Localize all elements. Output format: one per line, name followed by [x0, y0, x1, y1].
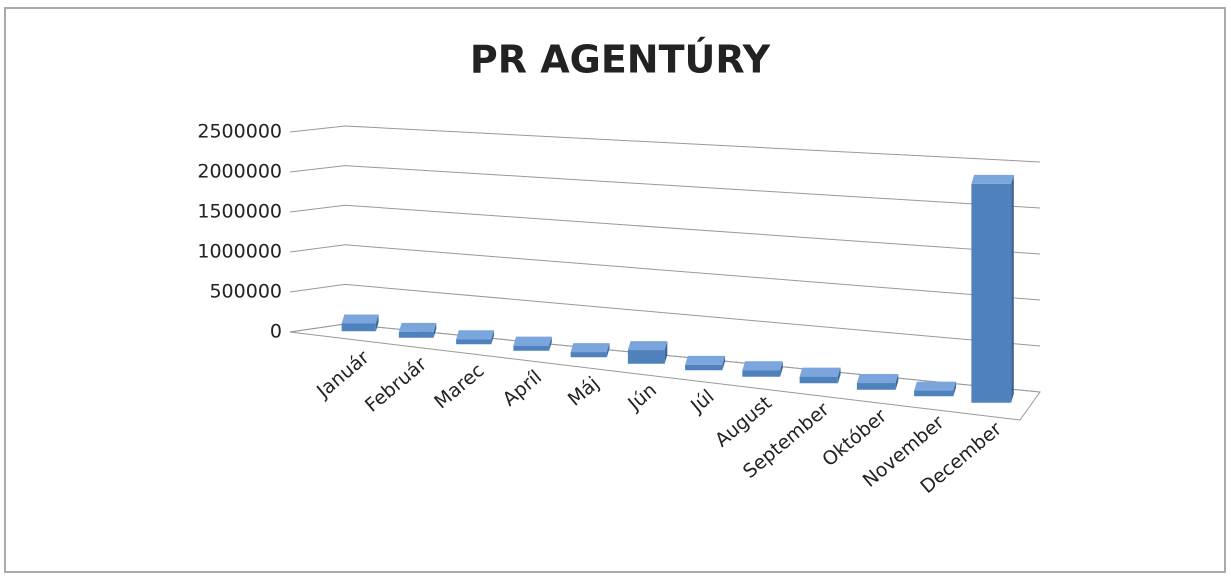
bar-side [606, 343, 610, 358]
bar-front [398, 331, 434, 338]
bar-front [799, 376, 838, 384]
bar-top [456, 330, 495, 340]
bar-front [341, 323, 376, 332]
bar-front [914, 390, 954, 397]
bar-front [856, 383, 896, 390]
bar-top [914, 381, 957, 391]
bar-side [491, 330, 495, 345]
grid-line [289, 165, 1041, 209]
chart-title: PR AGENTÚRY [470, 38, 771, 82]
bar-side [664, 341, 668, 364]
bar [799, 367, 841, 384]
bar [341, 314, 379, 332]
bar-top [742, 361, 783, 371]
chart-frame [4, 7, 1226, 573]
bar [914, 381, 957, 397]
y-tick-label: 500000 [209, 281, 282, 303]
bar-side [780, 361, 783, 377]
bar-front [685, 364, 723, 371]
bar-side [549, 336, 552, 351]
bar [398, 322, 437, 338]
y-tick-label: 2500000 [197, 121, 282, 143]
bar-side [375, 314, 379, 332]
y-tick-label: 2000000 [197, 161, 282, 183]
bar-top [341, 314, 379, 324]
bar-top [799, 367, 841, 377]
bar-side [433, 322, 437, 338]
y-tick-label: 1000000 [197, 241, 282, 263]
bar-front [513, 345, 550, 351]
bar [685, 355, 726, 371]
bar-side [837, 367, 841, 384]
bar-front [742, 370, 781, 377]
bar-front [456, 339, 492, 345]
y-tick-label: 0 [270, 321, 282, 343]
floor [289, 323, 1041, 421]
bar-side [953, 381, 957, 397]
y-tick-label: 1500000 [197, 201, 282, 223]
grid-line [289, 204, 1041, 255]
bar [513, 336, 552, 351]
bar-front [971, 183, 1012, 403]
bar-top [513, 336, 552, 346]
grid-line [289, 125, 1041, 163]
bar-top [685, 355, 726, 365]
bar [742, 361, 783, 377]
bar-top [627, 341, 668, 351]
bar-front [570, 352, 607, 358]
bar-top [856, 374, 899, 384]
bar-top [398, 322, 437, 332]
bar [570, 343, 610, 358]
bar-side [722, 355, 726, 371]
bar [456, 330, 495, 345]
bar [856, 374, 899, 390]
bar-top [971, 174, 1014, 184]
bar [627, 341, 668, 364]
bar-front [627, 350, 665, 364]
grid-line [289, 283, 1041, 347]
grid-line [289, 244, 1041, 301]
bar-top [570, 343, 610, 353]
bar-side [895, 374, 899, 390]
bar [971, 174, 1014, 403]
bar-side [1011, 174, 1014, 403]
